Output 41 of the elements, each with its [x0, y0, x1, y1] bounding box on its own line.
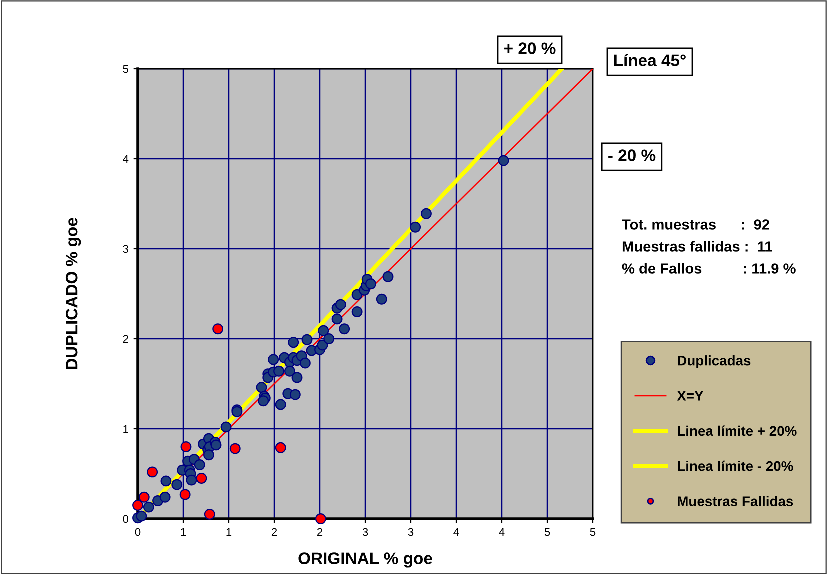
point: [180, 442, 192, 452]
legend-label: Linea límite - 20%: [678, 460, 794, 472]
legend-label: Duplicadas: [678, 356, 751, 368]
x-tick-label: 5: [590, 528, 596, 536]
y-tick-label: 4: [123, 155, 129, 164]
x-tick-label: 2: [317, 528, 323, 536]
point: [315, 514, 326, 524]
text: Tot. muestras : 92: [622, 220, 770, 230]
y-tick-label: 3: [123, 245, 128, 254]
x-tick-label: 4: [454, 528, 460, 536]
point: [196, 473, 208, 484]
point: [180, 489, 191, 500]
legend-label: X=Y: [677, 391, 704, 401]
legend-label: Muestras Fallidas: [678, 496, 794, 506]
x-axis-title: ORIGINAL % goe: [298, 552, 432, 568]
point: [204, 509, 216, 520]
y-tick-label: 0: [123, 515, 129, 524]
point: [132, 500, 144, 511]
y-tick-label: 2: [123, 335, 128, 344]
x-tick-label: 4: [499, 528, 505, 536]
text: + 20 %: [504, 42, 556, 54]
y-tick-label: 1: [124, 425, 128, 434]
legend-label: Linea límite + 20%: [678, 426, 797, 436]
x-tick-label: 0: [135, 528, 141, 536]
text: Línea 45°: [614, 54, 686, 66]
point: [275, 442, 286, 454]
text: % de Fallos : 11.9 %: [622, 263, 796, 274]
point: [138, 492, 150, 503]
text: - 20 %: [608, 150, 656, 162]
x-tick-label: 5: [544, 528, 550, 536]
x-tick-label: 3: [362, 528, 368, 536]
point: [230, 443, 241, 454]
point: [147, 466, 158, 478]
y-axis-title: DUPLICADO % goe: [66, 218, 82, 370]
point: [212, 324, 224, 335]
x-tick-label: 3: [408, 528, 414, 536]
text: Muestras fallidas : 11: [622, 241, 772, 252]
x-tick-label: 1: [226, 528, 232, 536]
x-tick-label: 2: [272, 528, 278, 536]
y-tick-label: 5: [123, 65, 129, 74]
x-tick-label: 1: [181, 528, 186, 536]
